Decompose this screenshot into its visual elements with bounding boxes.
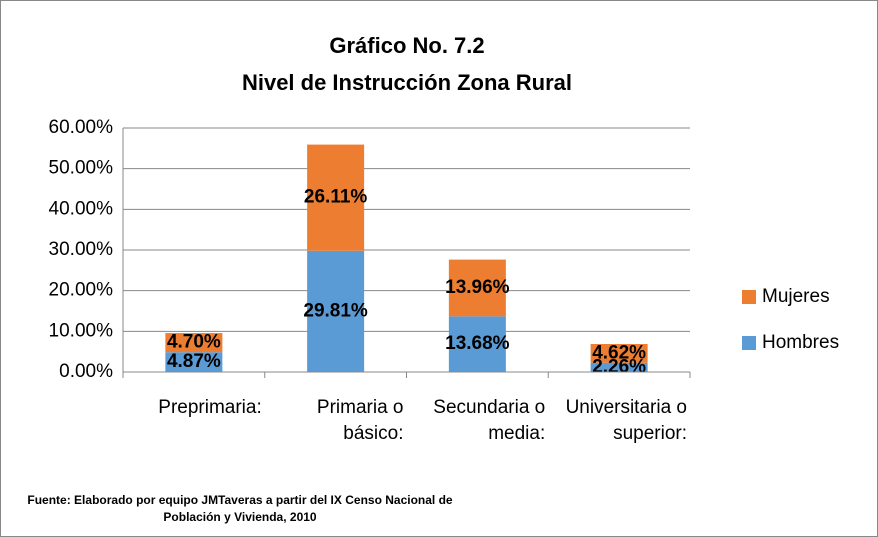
data-label: 4.87% <box>167 351 221 372</box>
y-tick-label: 30.00% <box>49 239 114 260</box>
data-label: 13.96% <box>445 277 510 298</box>
data-label: 13.68% <box>445 333 510 354</box>
source-note: Fuente: Elaborado por equipo JMTaveras a… <box>27 493 453 524</box>
bar-segment <box>448 316 506 372</box>
bar-segment <box>590 344 648 363</box>
legend-label: Hombres <box>762 332 839 353</box>
y-tick-label: 50.00% <box>49 158 114 179</box>
legend-label: Mujeres <box>762 286 830 307</box>
data-label: 4.62% <box>592 342 646 363</box>
data-label: 26.11% <box>304 187 367 208</box>
y-tick-label: 40.00% <box>49 198 114 219</box>
chart-title: Gráfico No. 7.2 <box>329 33 484 58</box>
y-tick-label: 20.00% <box>49 280 114 301</box>
chart-title: Nivel de Instrucción Zona Rural <box>242 70 572 95</box>
legend-swatch <box>742 336 756 350</box>
data-label: 4.70% <box>167 332 221 353</box>
x-tick-label: Preprimaria: <box>158 397 262 418</box>
bar-segment <box>590 362 648 372</box>
y-tick-label: 0.00% <box>59 361 113 382</box>
x-tick-label: Primaria o básico: <box>316 397 404 444</box>
y-tick-label: 60.00% <box>49 117 114 138</box>
bar-segment <box>307 250 365 372</box>
x-tick-label: Universitaria o superior: <box>565 397 687 444</box>
y-tick-label: 10.00% <box>49 320 114 341</box>
legend-swatch <box>742 290 756 304</box>
bar-segment <box>165 333 223 353</box>
x-tick-label: Secundaria o media: <box>433 397 546 444</box>
data-label: 29.81% <box>303 300 368 321</box>
bar-segment <box>165 352 223 372</box>
bar-segment <box>307 144 365 251</box>
bar-segment <box>448 259 506 317</box>
